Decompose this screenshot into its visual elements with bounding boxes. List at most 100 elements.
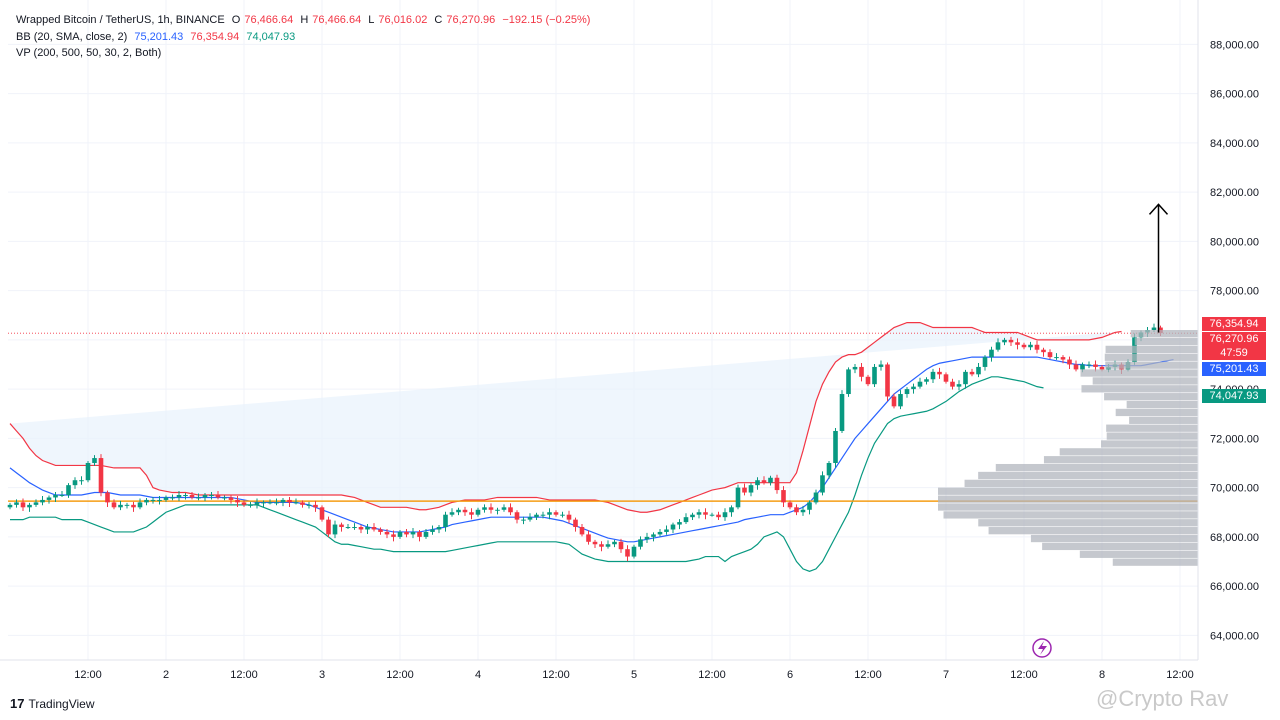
replay-icon[interactable] — [1032, 638, 1052, 658]
candle-body[interactable] — [709, 514, 715, 516]
candle-body[interactable] — [618, 541, 624, 550]
candle-body[interactable] — [690, 514, 695, 518]
candle-body[interactable] — [7, 504, 13, 508]
candle-body[interactable] — [144, 499, 149, 503]
candle-body[interactable] — [131, 504, 136, 508]
candle-body[interactable] — [66, 485, 71, 495]
candle-body[interactable] — [436, 527, 442, 530]
candle-body[interactable] — [813, 492, 819, 503]
candle-body[interactable] — [547, 512, 552, 515]
candle-body[interactable] — [462, 509, 468, 513]
candle-body[interactable] — [118, 504, 123, 508]
candle-body[interactable] — [729, 507, 734, 513]
candle-body[interactable] — [326, 519, 331, 535]
candle-body[interactable] — [553, 512, 559, 515]
candle-body[interactable] — [33, 502, 39, 505]
candle-body[interactable] — [196, 497, 201, 499]
candle-body[interactable] — [1073, 364, 1079, 370]
legend-vp[interactable]: VP (200, 500, 50, 30, 2, Both) — [16, 45, 165, 61]
candle-body[interactable] — [1086, 364, 1092, 366]
candle-body[interactable] — [371, 527, 377, 530]
candle-body[interactable] — [1002, 339, 1007, 343]
candle-body[interactable] — [215, 495, 221, 498]
candle-body[interactable] — [833, 430, 838, 463]
candle-body[interactable] — [150, 499, 156, 501]
candle-body[interactable] — [241, 502, 247, 505]
candle-body[interactable] — [748, 485, 754, 493]
candle-body[interactable] — [293, 502, 299, 504]
candle-body[interactable] — [846, 369, 851, 395]
candle-body[interactable] — [579, 527, 585, 535]
candle-body[interactable] — [534, 514, 539, 518]
candle-body[interactable] — [514, 512, 520, 520]
candle-body[interactable] — [482, 507, 487, 510]
candle-body[interactable] — [670, 524, 676, 530]
candle-body[interactable] — [826, 462, 832, 476]
candle-body[interactable] — [794, 507, 799, 513]
candle-body[interactable] — [1080, 364, 1085, 370]
candle-body[interactable] — [53, 495, 58, 498]
candle-body[interactable] — [612, 541, 617, 545]
candle-body[interactable] — [319, 507, 325, 520]
candle-body[interactable] — [963, 371, 968, 385]
candle-body[interactable] — [332, 524, 338, 535]
candle-body[interactable] — [449, 512, 455, 515]
candle-body[interactable] — [781, 490, 786, 503]
candle-body[interactable] — [488, 507, 494, 510]
candle-body[interactable] — [911, 386, 916, 390]
candle-body[interactable] — [917, 381, 923, 387]
candle-body[interactable] — [456, 509, 461, 513]
candle-body[interactable] — [397, 531, 403, 537]
candle-body[interactable] — [27, 504, 32, 508]
candle-body[interactable] — [716, 514, 721, 518]
candle-body[interactable] — [495, 509, 500, 511]
candle-body[interactable] — [950, 381, 955, 387]
candle-body[interactable] — [657, 531, 663, 535]
candle-body[interactable] — [365, 527, 370, 530]
candle-body[interactable] — [898, 394, 903, 407]
candle-body[interactable] — [631, 546, 637, 557]
candle-body[interactable] — [592, 541, 598, 545]
candle-body[interactable] — [423, 531, 429, 537]
candle-body[interactable] — [722, 512, 728, 518]
candle-body[interactable] — [677, 522, 682, 525]
candle-body[interactable] — [586, 534, 591, 542]
candle-body[interactable] — [1015, 342, 1020, 345]
candle-body[interactable] — [1041, 349, 1046, 353]
candle-body[interactable] — [1067, 359, 1072, 365]
candle-body[interactable] — [391, 534, 396, 537]
candle-body[interactable] — [92, 458, 97, 463]
candle-body[interactable] — [40, 499, 45, 503]
candle-body[interactable] — [228, 497, 234, 500]
candle-body[interactable] — [417, 531, 422, 537]
candle-body[interactable] — [885, 364, 890, 397]
candle-body[interactable] — [59, 495, 65, 496]
candle-body[interactable] — [820, 475, 825, 493]
candle-body[interactable] — [163, 497, 169, 500]
candle-body[interactable] — [1151, 327, 1157, 330]
candle-body[interactable] — [735, 487, 741, 508]
candle-body[interactable] — [989, 349, 994, 358]
candle-body[interactable] — [267, 502, 273, 504]
candle-body[interactable] — [943, 374, 949, 382]
candle-body[interactable] — [937, 371, 942, 375]
candle-body[interactable] — [378, 529, 383, 532]
candle-body[interactable] — [1099, 366, 1105, 370]
candle-body[interactable] — [248, 504, 253, 506]
candle-body[interactable] — [1054, 357, 1059, 359]
candle-body[interactable] — [274, 502, 279, 504]
candle-body[interactable] — [956, 384, 962, 387]
candle-body[interactable] — [306, 504, 312, 506]
candle-body[interactable] — [573, 519, 578, 528]
candle-body[interactable] — [111, 502, 117, 508]
candle-body[interactable] — [859, 366, 864, 377]
candle-body[interactable] — [1021, 344, 1027, 348]
candle-body[interactable] — [1034, 344, 1040, 350]
candle-body[interactable] — [625, 549, 630, 557]
candle-body[interactable] — [683, 517, 689, 523]
candle-body[interactable] — [469, 512, 474, 515]
candle-body[interactable] — [807, 502, 812, 510]
candle-body[interactable] — [904, 389, 910, 395]
symbol-title[interactable]: Wrapped Bitcoin / TetherUS, 1h, BINANCE — [16, 14, 225, 26]
